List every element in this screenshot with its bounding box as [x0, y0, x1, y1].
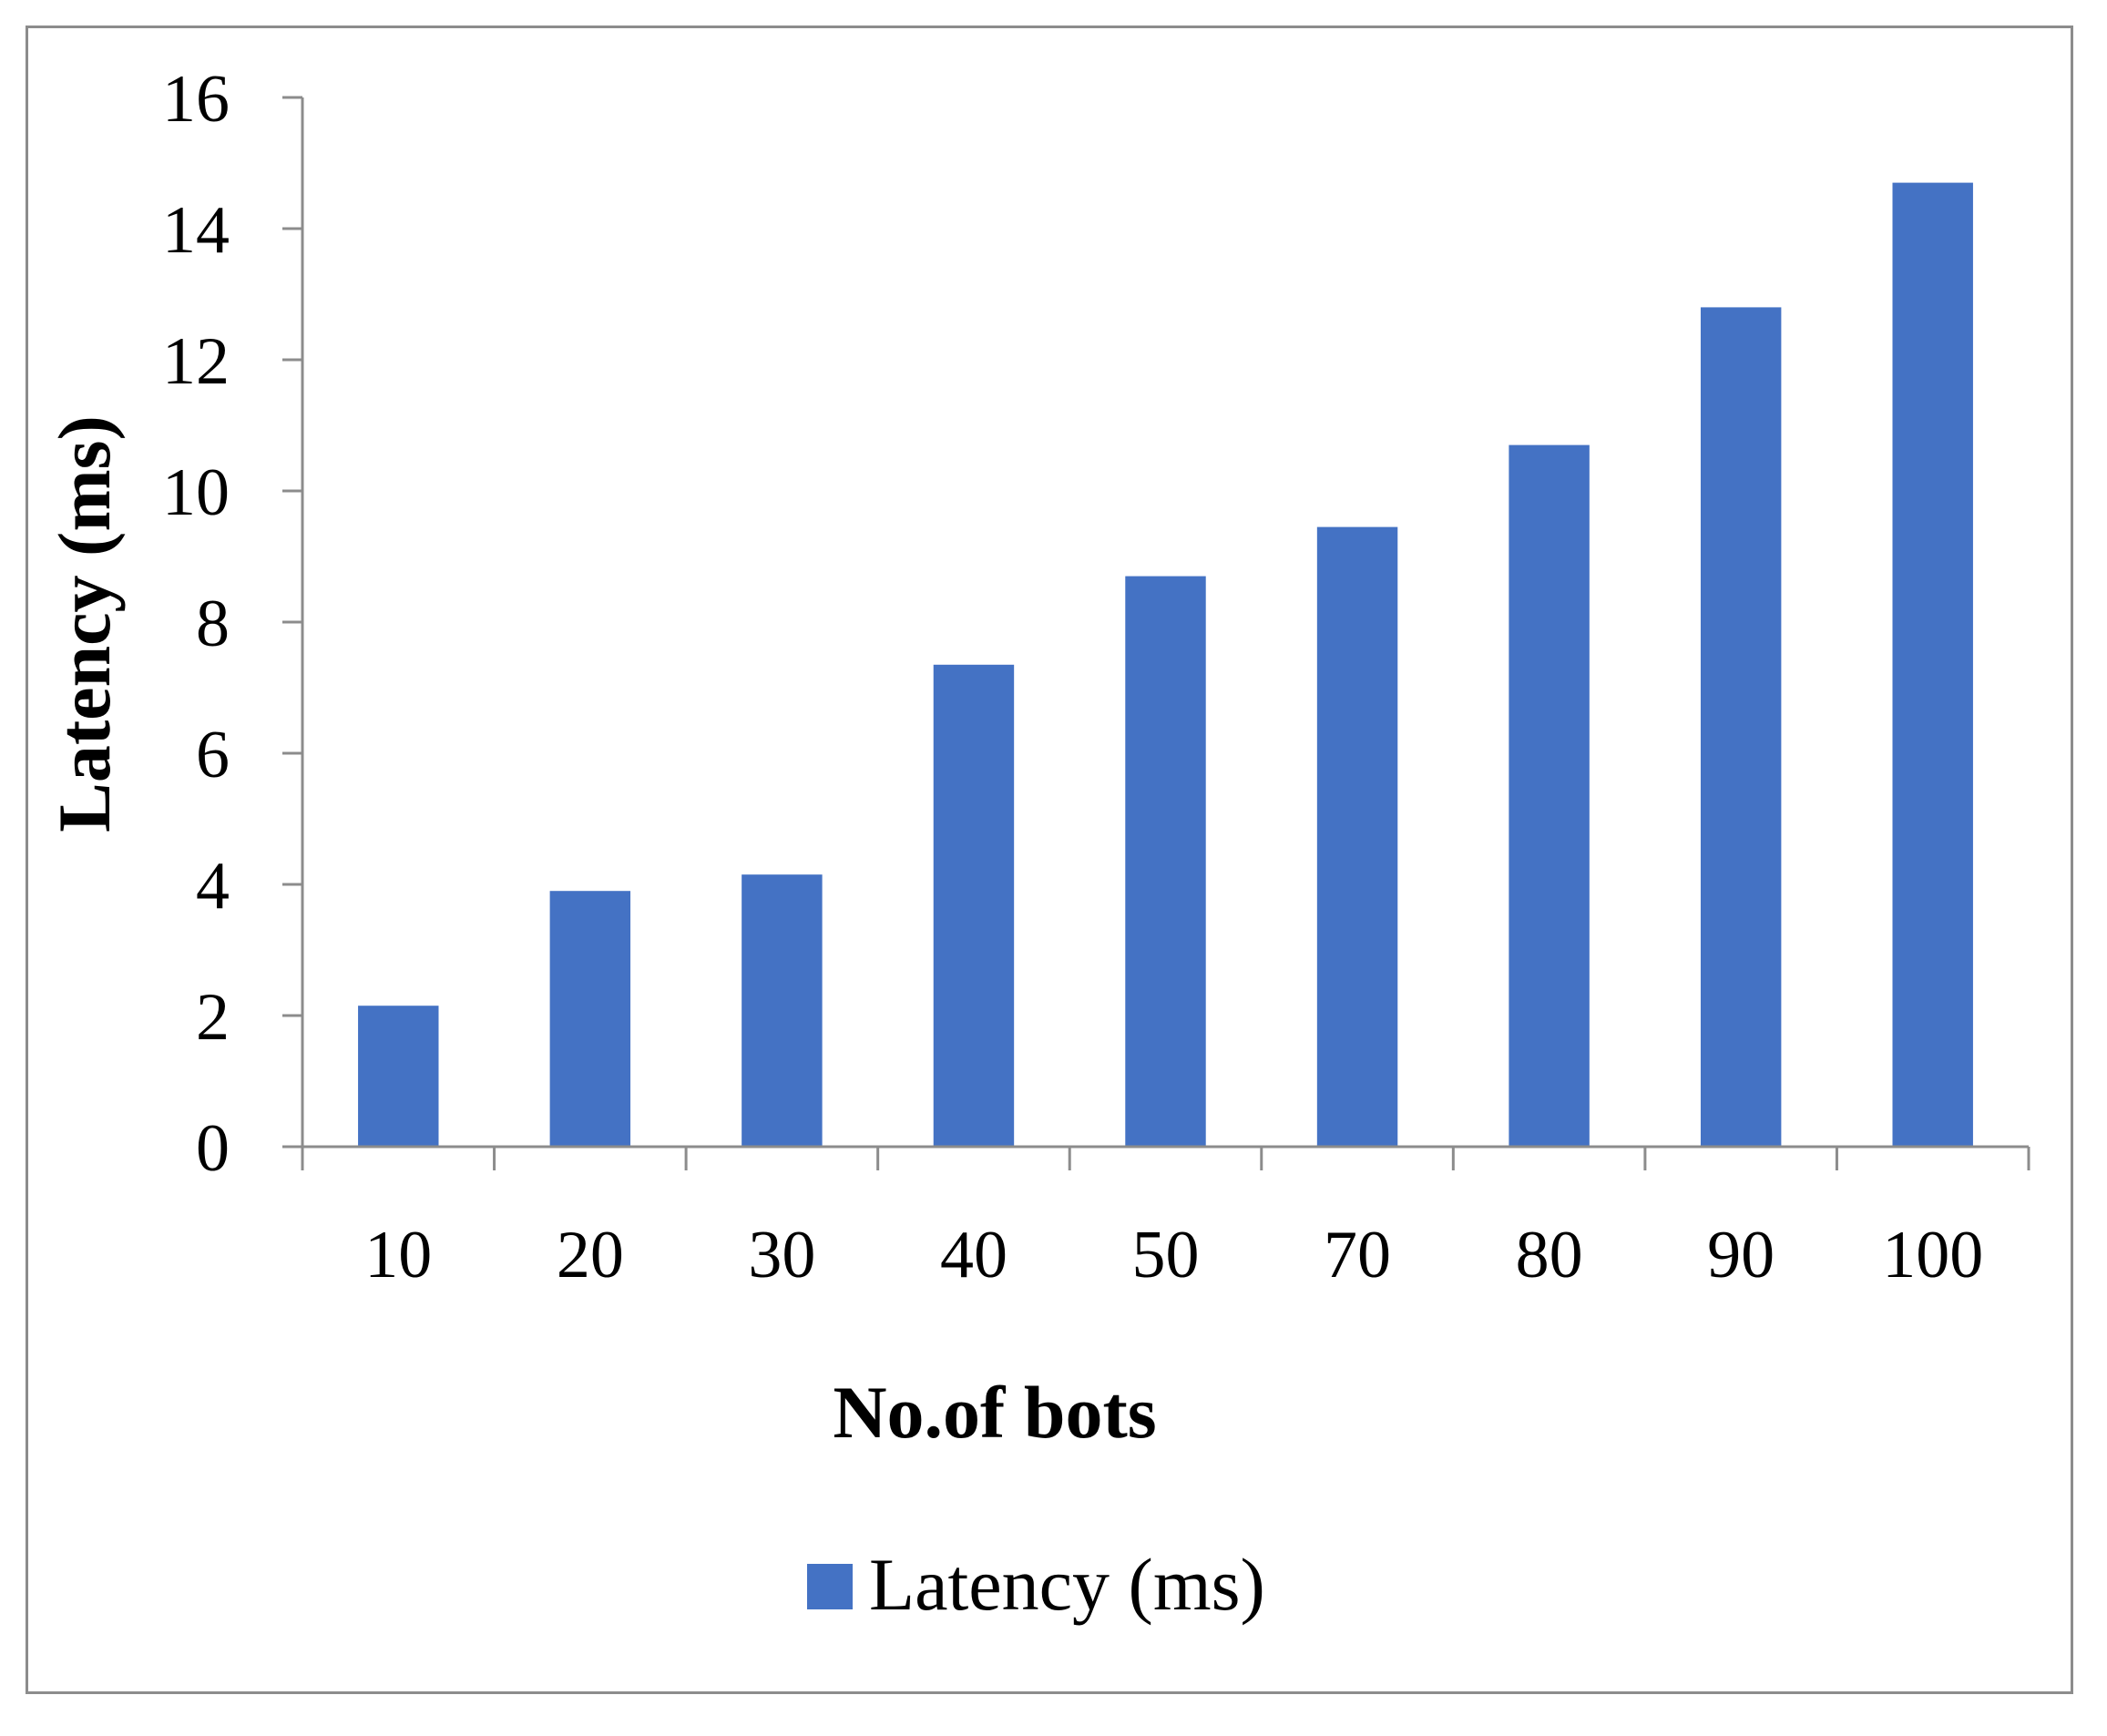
y-axis-ticks: 0 2 4 6 8 10 12 14 16 [162, 62, 302, 1186]
y-tick-label: 6 [196, 718, 230, 792]
y-tick-label: 0 [196, 1111, 230, 1186]
bar-70 [1316, 526, 1398, 1147]
x-axis-title: No.of bots [833, 1371, 1156, 1454]
x-tick-label: 80 [1516, 1218, 1583, 1292]
bar-90 [1700, 307, 1782, 1147]
x-tick-label: 30 [748, 1218, 815, 1292]
y-tick-label: 16 [162, 62, 230, 137]
legend-swatch [807, 1564, 853, 1609]
bar-20 [549, 891, 631, 1147]
bar-100 [1892, 182, 1973, 1148]
x-tick-label: 70 [1324, 1218, 1391, 1292]
bar-80 [1509, 444, 1590, 1148]
legend-label: Latency (ms) [869, 1543, 1265, 1626]
y-tick-label: 14 [162, 193, 230, 268]
y-tick-label: 10 [162, 455, 230, 530]
bar-10 [358, 1006, 439, 1147]
x-tick-label: 50 [1132, 1218, 1200, 1292]
x-axis-ticks: 10 20 30 40 50 70 80 90 100 [301, 1147, 2030, 1292]
bars [358, 182, 1973, 1148]
legend: Latency (ms) [807, 1543, 1265, 1626]
bar-40 [933, 664, 1015, 1147]
x-tick-label: 40 [940, 1218, 1007, 1292]
y-tick-label: 4 [196, 849, 230, 924]
x-tick-label: 20 [557, 1218, 624, 1292]
x-tick-label: 100 [1882, 1218, 1983, 1292]
y-tick-label: 12 [162, 324, 230, 399]
y-tick-label: 8 [196, 587, 230, 661]
x-tick-label: 10 [364, 1218, 432, 1292]
y-tick-label: 2 [196, 980, 230, 1055]
y-axis-title: Latency (ms) [43, 415, 126, 832]
bar-30 [742, 874, 823, 1147]
x-tick-label: 90 [1707, 1218, 1775, 1292]
bar-50 [1125, 576, 1206, 1147]
